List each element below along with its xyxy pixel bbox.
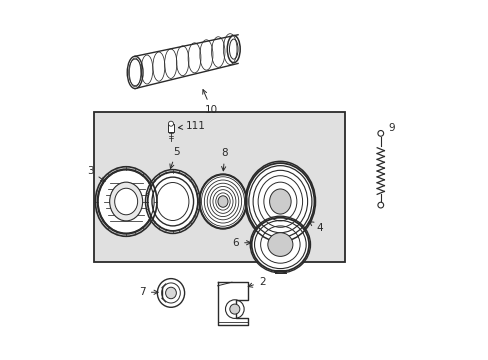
Circle shape	[377, 202, 383, 208]
Text: 7: 7	[139, 287, 158, 297]
Ellipse shape	[251, 218, 308, 271]
Text: 4: 4	[309, 222, 322, 233]
Ellipse shape	[269, 189, 290, 214]
Ellipse shape	[218, 196, 227, 207]
Text: 8: 8	[221, 148, 227, 171]
Ellipse shape	[227, 36, 240, 63]
Ellipse shape	[115, 188, 137, 215]
Text: 9: 9	[388, 123, 394, 133]
Bar	[94, 112, 344, 262]
Circle shape	[229, 304, 239, 314]
Bar	[168, 124, 174, 132]
Text: 3: 3	[87, 166, 105, 181]
Ellipse shape	[267, 233, 292, 256]
Ellipse shape	[109, 182, 142, 221]
Polygon shape	[217, 282, 247, 325]
Circle shape	[168, 121, 173, 126]
Text: 10: 10	[203, 90, 218, 115]
Ellipse shape	[127, 56, 142, 89]
Ellipse shape	[246, 163, 314, 240]
Text: 5: 5	[169, 147, 179, 168]
Ellipse shape	[97, 169, 155, 234]
Ellipse shape	[199, 175, 246, 228]
Text: 111: 111	[178, 121, 205, 131]
Ellipse shape	[165, 287, 176, 299]
Circle shape	[377, 131, 383, 136]
Ellipse shape	[157, 279, 184, 307]
Ellipse shape	[147, 172, 198, 231]
Text: 6: 6	[232, 238, 250, 248]
Text: 2: 2	[248, 277, 265, 287]
